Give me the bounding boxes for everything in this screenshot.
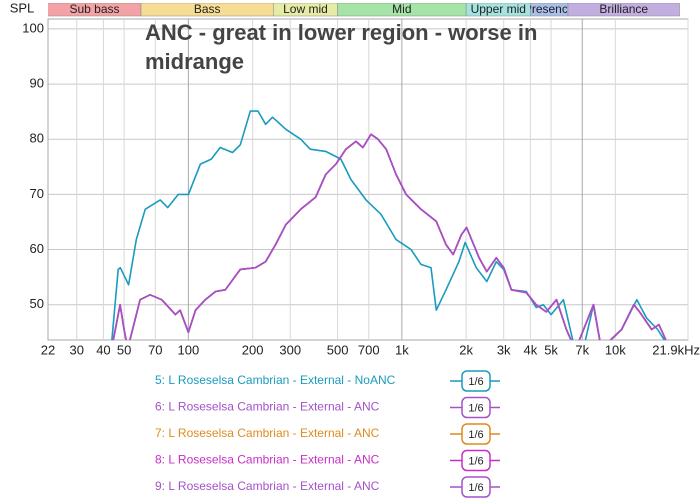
x-tick-label: 5k [544,342,558,357]
x-tick-label: 70 [148,342,162,357]
y-tick-label: 60 [30,241,44,256]
legend-smoothing: 1/6 [468,376,483,388]
x-tick-label: 500 [327,342,349,357]
band-label: Brilliance [599,2,648,16]
band-label: Low mid [283,2,328,16]
series-line [111,110,666,340]
legend-icon [461,370,491,392]
legend-icon [461,476,491,498]
x-tick-label: 300 [279,342,301,357]
y-tick-label: 50 [30,296,44,311]
legend-label: 7: L Roseselsa Cambrian - External - ANC [155,426,380,440]
legend-label: 8: L Roseselsa Cambrian - External - ANC [155,453,380,467]
y-axis-label: SPL [10,0,35,15]
x-tick-label: 200 [242,342,264,357]
x-tick-label: 1k [395,342,409,357]
x-tick-label: 10k [605,342,626,357]
x-tick-label: 4k [524,342,538,357]
x-tick-label: 700 [358,342,380,357]
y-tick-label: 70 [30,186,44,201]
plot-lines [111,110,667,340]
plot-area [47,18,689,341]
band-label: Sub bass [69,2,119,16]
x-tick-label: 100 [178,342,200,357]
y-tick-label: 100 [22,20,44,35]
x-tick-label: 22 [41,342,55,357]
x-tick-label: 21.9kHz [652,342,700,357]
legend-label: 5: L Roseselsa Cambrian - External - NoA… [155,373,396,387]
series-line [112,133,667,340]
legend-icon [461,396,491,419]
x-tick-label: 40 [96,342,110,357]
band-label: Mid [392,2,411,16]
x-tick-label: 3k [497,342,511,357]
legend-label: 6: L Roseselsa Cambrian - External - ANC [155,400,380,414]
band-label: Upper mid [471,2,526,16]
x-tick-label: 7k [575,342,589,357]
legend-icon [461,449,491,472]
chart-title: ANC - great in lower region - worse in m… [145,20,538,74]
x-tick-label: 30 [70,342,84,357]
band-label: Bass [194,2,221,16]
band [567,3,680,17]
legend-smoothing: 1/6 [468,429,483,441]
y-tick-label: 80 [30,131,44,146]
legend-label: 9: L Roseselsa Cambrian - External - ANC [155,479,380,493]
x-tick-label: 50 [117,342,131,357]
legend-icon [461,423,491,445]
band-label: Presence [524,2,575,16]
y-tick-label: 90 [30,76,44,91]
legend-smoothing: 1/6 [468,402,483,414]
x-tick-label: 2k [459,342,473,357]
legend-smoothing: 1/6 [468,455,483,467]
legend-smoothing: 1/6 [468,482,483,494]
